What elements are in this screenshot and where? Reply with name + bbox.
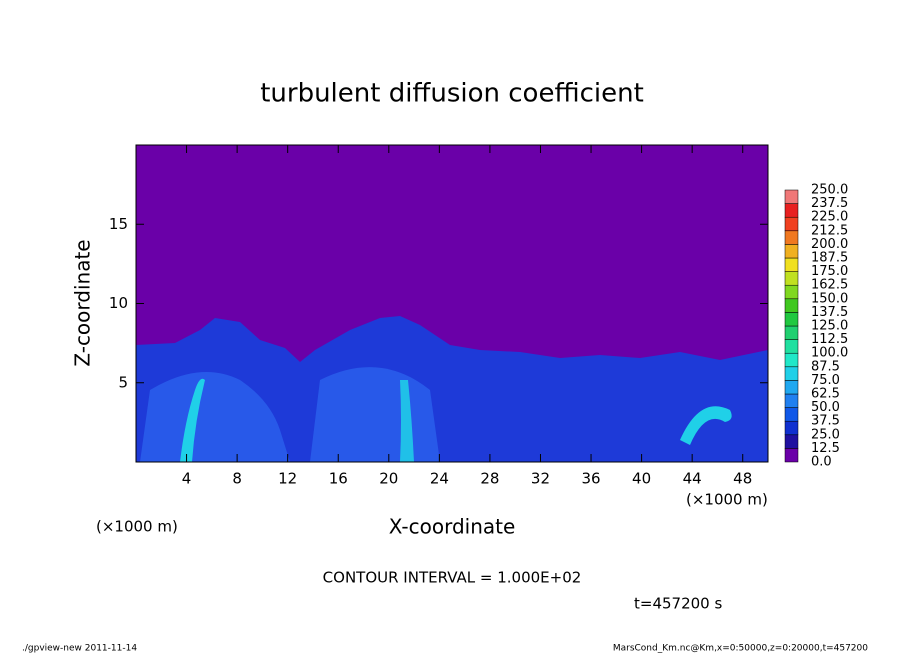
colorbar-box <box>784 434 799 449</box>
colorbar-box <box>784 271 799 286</box>
colorbar-label: 50.0 <box>811 400 840 415</box>
colorbar-box <box>784 407 799 422</box>
x-tick-label: 28 <box>480 470 499 488</box>
colorbar-label: 200.0 <box>811 237 848 252</box>
x-tick-label: 24 <box>430 470 449 488</box>
colorbar-box <box>784 216 799 232</box>
field-plume <box>400 380 414 462</box>
colorbar-box <box>784 298 799 313</box>
x-tick-label: 48 <box>733 470 752 488</box>
colorbar-label: 150.0 <box>811 291 848 306</box>
colorbar-label: 225.0 <box>811 210 848 225</box>
colorbar-label: 187.5 <box>811 251 848 266</box>
time-label: t=457200 s <box>634 595 722 613</box>
colorbar-box <box>784 366 799 381</box>
colorbar-box <box>784 230 799 245</box>
field-low-region <box>136 316 768 462</box>
x-tick-label: 8 <box>232 470 242 488</box>
colorbar-label: 87.5 <box>811 359 840 374</box>
y-tick-label: 10 <box>109 294 128 312</box>
x-unit-right: (×1000 m) <box>686 491 768 509</box>
field-plume <box>680 406 732 445</box>
x-tick-label: 16 <box>329 470 348 488</box>
colorbar-box <box>784 203 799 218</box>
x-tick-label: 4 <box>182 470 192 488</box>
x-tick-label: 12 <box>278 470 297 488</box>
x-unit-left: (×1000 m) <box>96 518 178 536</box>
colorbar-box <box>784 352 799 368</box>
colorbar-label: 137.5 <box>811 305 848 320</box>
field-eddy <box>140 372 290 462</box>
colorbar-label: 100.0 <box>811 346 848 361</box>
field-plume <box>180 378 205 462</box>
y-tick-label: 5 <box>118 373 128 391</box>
colorbar-box <box>784 339 799 354</box>
colorbar-box <box>784 380 799 395</box>
colorbar-label: 0.0 <box>811 455 832 470</box>
colorbar-box <box>784 284 799 300</box>
colorbar-box <box>784 312 799 327</box>
y-tick-label: 15 <box>109 215 128 233</box>
x-tick-label: 36 <box>581 470 600 488</box>
colorbar-box <box>784 393 799 408</box>
footer-right: MarsCond_Km.nc@Km,x=0:50000,z=0:20000,t=… <box>613 644 868 654</box>
footer-left: ./gpview-new 2011-11-14 <box>22 644 137 654</box>
colorbar-label: 112.5 <box>811 332 848 347</box>
colorbar-label: 212.5 <box>811 223 848 238</box>
colorbar-box <box>784 244 799 259</box>
colorbar-label: 25.0 <box>811 427 840 442</box>
colorbar-label: 175.0 <box>811 264 848 279</box>
colorbar-label: 250.0 <box>811 183 848 198</box>
colorbar-label: 62.5 <box>811 387 840 402</box>
colorbar-box <box>784 189 799 204</box>
chart-title: turbulent diffusion coefficient <box>260 79 644 109</box>
colorbar-label: 237.5 <box>811 196 848 211</box>
contour-interval: CONTOUR INTERVAL = 1.000E+02 <box>323 569 582 587</box>
colorbar-box <box>784 257 799 272</box>
field <box>135 144 769 463</box>
colorbar-label: 125.0 <box>811 319 848 334</box>
x-axis-label: X-coordinate <box>389 515 516 539</box>
colorbar-box <box>784 325 799 340</box>
colorbar-label: 162.5 <box>811 278 848 293</box>
colorbar-box <box>784 420 799 436</box>
x-tick-label: 40 <box>632 470 651 488</box>
colorbar-label: 37.5 <box>811 414 840 429</box>
y-axis-label: Z-coordinate <box>71 239 95 366</box>
colorbar-label: 75.0 <box>811 373 840 388</box>
x-tick-label: 20 <box>379 470 398 488</box>
x-tick-label: 32 <box>531 470 550 488</box>
colorbar-box <box>784 448 799 463</box>
x-tick-label: 44 <box>683 470 702 488</box>
colorbar-label: 12.5 <box>811 441 840 456</box>
